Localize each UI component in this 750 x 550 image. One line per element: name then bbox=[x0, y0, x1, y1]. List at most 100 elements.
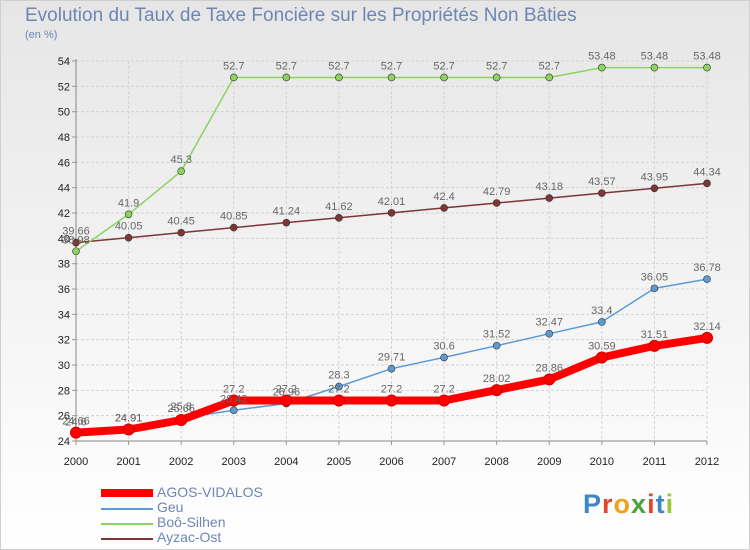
series-point-1 bbox=[598, 318, 606, 326]
data-label-3: 41.24 bbox=[273, 206, 301, 218]
proxiti-logo: Proxiti bbox=[583, 489, 675, 519]
data-label-3: 42.79 bbox=[483, 186, 511, 198]
data-label-3: 40.05 bbox=[115, 221, 143, 233]
data-label-2: 52.7 bbox=[433, 60, 454, 72]
series-point-2 bbox=[703, 63, 711, 72]
y-tick-label: 50 bbox=[58, 107, 70, 119]
data-label-3: 42.4 bbox=[433, 191, 454, 203]
data-label-2: 45.3 bbox=[170, 154, 191, 166]
series-point-0 bbox=[385, 394, 398, 407]
series-point-0 bbox=[175, 413, 188, 426]
x-tick-label: 2010 bbox=[590, 456, 614, 468]
series-point-0 bbox=[438, 394, 451, 407]
x-tick-label: 2003 bbox=[222, 456, 246, 468]
grid-layer bbox=[75, 60, 708, 442]
series-point-2 bbox=[124, 210, 133, 219]
series-point-2 bbox=[72, 247, 80, 256]
series-point-1 bbox=[492, 341, 501, 350]
data-label-1: 26.42 bbox=[220, 393, 248, 405]
data-label-3: 40.85 bbox=[220, 211, 248, 223]
x-tick-label: 2011 bbox=[643, 456, 667, 468]
data-label-3: 43.57 bbox=[588, 176, 616, 188]
axis-layer: 24 26 28 30 32 34 36 38 40 42 44 46 48 50 52 54 2000 2001… bbox=[58, 56, 719, 468]
y-tick-label: 30 bbox=[58, 360, 70, 372]
legend-label-3: Ayzac-Ost bbox=[157, 529, 222, 545]
y-tick-label: 36 bbox=[58, 284, 70, 296]
data-label-3: 42.01 bbox=[378, 196, 406, 208]
series-point-0 bbox=[543, 373, 556, 386]
data-label-2: 52.7 bbox=[381, 60, 402, 72]
y-tick-label: 40 bbox=[58, 233, 70, 245]
data-label-1: 33.4 bbox=[591, 305, 612, 317]
legend-swatch-2 bbox=[101, 523, 153, 525]
series-point-2 bbox=[177, 167, 185, 175]
series-point-3 bbox=[229, 223, 238, 232]
y-tick-label: 28 bbox=[58, 385, 70, 397]
series-point-3 bbox=[492, 199, 501, 207]
data-label-0: 24.91 bbox=[115, 412, 143, 424]
data-label-1: 32.47 bbox=[535, 317, 563, 329]
series-point-2 bbox=[229, 73, 238, 82]
series-layer bbox=[70, 63, 713, 439]
data-label-0: 24.66 bbox=[62, 416, 90, 428]
series-point-3 bbox=[124, 233, 133, 242]
data-label-3: 40.45 bbox=[167, 216, 195, 228]
series-point-2 bbox=[387, 73, 396, 82]
series-point-2 bbox=[598, 63, 606, 72]
series-point-3 bbox=[387, 209, 396, 217]
data-label-1: 24.6 bbox=[65, 416, 86, 428]
data-label-3: 39.66 bbox=[62, 226, 90, 238]
data-label-2: 41.9 bbox=[118, 197, 139, 209]
x-tick-label: 2006 bbox=[379, 456, 403, 468]
data-label-0: 31.51 bbox=[641, 329, 669, 341]
data-label-2: 52.7 bbox=[539, 60, 560, 72]
series-point-2 bbox=[650, 63, 659, 72]
y-tick-label: 26 bbox=[58, 411, 70, 423]
data-label-2: 52.7 bbox=[223, 60, 244, 72]
x-tick-label: 2009 bbox=[537, 456, 561, 468]
data-label-2: 52.7 bbox=[328, 60, 349, 72]
series-point-0 bbox=[122, 423, 135, 436]
data-label-3: 43.95 bbox=[641, 171, 669, 183]
series-point-3 bbox=[598, 189, 606, 197]
data-label-1: 29.71 bbox=[378, 352, 406, 364]
series-point-3 bbox=[282, 218, 291, 227]
series-point-0 bbox=[648, 339, 661, 352]
data-label-0: 27.2 bbox=[381, 383, 402, 395]
series-point-1 bbox=[650, 284, 659, 293]
data-label-0: 30.59 bbox=[588, 341, 616, 353]
series-point-3 bbox=[650, 184, 659, 193]
series-point-3 bbox=[72, 238, 80, 247]
x-tick-label: 2002 bbox=[169, 456, 193, 468]
series-point-2 bbox=[440, 73, 448, 82]
x-tick-label: 2007 bbox=[432, 456, 456, 468]
y-tick-label: 48 bbox=[58, 132, 70, 144]
legend-label-0: AGOS-VIDALOS bbox=[157, 484, 263, 500]
data-label-layer: 39.66 40.05 40.45 40.85 41.24 41.62 42.01 42.4 4… bbox=[62, 51, 721, 429]
y-tick-label: 34 bbox=[58, 309, 70, 321]
data-label-2: 38.98 bbox=[62, 234, 90, 246]
series-point-3 bbox=[703, 179, 711, 188]
series-point-0 bbox=[595, 351, 608, 364]
y-tick-label: 32 bbox=[58, 335, 70, 347]
series-point-1 bbox=[387, 364, 396, 373]
series-point-2 bbox=[492, 73, 501, 82]
data-label-2: 52.7 bbox=[276, 60, 297, 72]
series-point-1 bbox=[335, 382, 343, 391]
data-label-2: 52.7 bbox=[486, 60, 507, 72]
chart-title: Evolution du Taux de Taxe Foncière sur l… bbox=[25, 5, 577, 26]
series-point-2 bbox=[545, 73, 554, 82]
data-label-1: 31.52 bbox=[483, 329, 511, 341]
legend-label-1: Geu bbox=[157, 499, 184, 515]
data-label-1: 24.91 bbox=[115, 412, 143, 424]
y-tick-label: 42 bbox=[58, 208, 70, 220]
data-label-0: 27.2 bbox=[433, 383, 454, 395]
x-tick-label: 2001 bbox=[116, 456, 140, 468]
data-label-1: 36.78 bbox=[693, 262, 721, 274]
series-point-0 bbox=[490, 384, 503, 397]
x-tick-label: 2000 bbox=[64, 456, 88, 468]
legend-swatch-3 bbox=[101, 538, 153, 540]
y-unit-label: (en %) bbox=[25, 29, 58, 41]
series-point-1 bbox=[545, 329, 554, 338]
